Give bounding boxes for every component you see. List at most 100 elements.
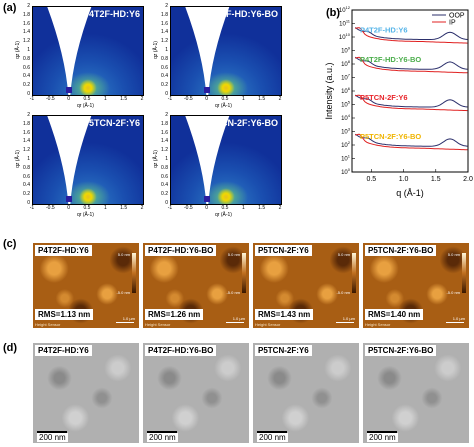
scale-bar: [226, 322, 244, 323]
y-tick-label: 1010: [339, 32, 351, 41]
oop-curve: [354, 27, 468, 40]
scale-bar-label: 200 nm: [367, 433, 398, 442]
x-axis-label: qr (Å-1): [215, 103, 232, 109]
y-tick-label: 1.8: [161, 11, 168, 18]
x-axis-label: qr (Å-1): [77, 103, 94, 109]
y-tick-label: 0.8: [161, 164, 168, 171]
afm-footer: Height Sensor: [145, 322, 171, 327]
scale-bar-label: 1.0 µm: [452, 316, 465, 321]
tem-title: P4T2F-HD:Y6: [35, 345, 92, 356]
panel-b-label: (b): [326, 7, 341, 19]
y-tick-label: 0.4: [161, 182, 168, 189]
x-tick-label: 2: [140, 205, 144, 211]
y-tick-label: 0.8: [161, 55, 168, 62]
ip-curve: [355, 94, 468, 112]
y-tick-label: 0.4: [23, 73, 30, 80]
y-tick-label: 1.4: [161, 138, 168, 145]
giwaxs-title: P5TCN-2F:Y6-BO: [204, 118, 278, 128]
y-tick-label: 0: [27, 200, 30, 206]
rms-label: RMS=1.40 nm: [365, 309, 424, 320]
tem-image: P4T2F-HD:Y6 200 nm: [33, 343, 139, 443]
giwaxs-image: P4T2F-HD:Y6-BO: [170, 6, 282, 96]
rms-label: RMS=1.13 nm: [35, 309, 94, 320]
y-tick-label: 101: [341, 154, 351, 163]
x-tick-label: 2: [278, 96, 282, 102]
y-tick-label: 1.6: [23, 129, 30, 136]
y-tick-label: 102: [341, 140, 351, 149]
x-tick-label: 1: [241, 96, 245, 102]
y-tick-label: 1.4: [23, 29, 30, 36]
x-tick-label: -1: [29, 96, 35, 102]
y-tick-label: 106: [341, 86, 351, 95]
tem-title: P5TCN-2F:Y6-BO: [365, 345, 437, 356]
x-tick-label: 2.0: [463, 176, 473, 183]
y-tick-label: 1.2: [161, 147, 168, 154]
x-tick-label: 1: [241, 205, 245, 211]
rms-label: RMS=1.26 nm: [145, 309, 204, 320]
y-tick-label: 0.8: [23, 164, 30, 171]
scale-bar: [446, 322, 464, 323]
sample-label: P5TCN-2F:Y6: [360, 93, 408, 102]
giwaxs-title: P4T2F-HD:Y6: [82, 9, 140, 19]
y-tick-label: 1: [27, 156, 30, 162]
x-tick-label: 1.5: [120, 96, 128, 102]
y-tick-label: 1: [165, 156, 168, 162]
tem-image: P5TCN-2F:Y6 200 nm: [253, 343, 359, 443]
x-tick-label: -0.5: [46, 205, 55, 211]
y-tick-label: 1.8: [23, 120, 30, 127]
beamstop: [204, 196, 211, 202]
x-tick-label: 0: [67, 96, 71, 102]
afm-title: P5TCN-2F:Y6-BO: [365, 245, 437, 256]
y-tick-label: 2: [165, 112, 168, 118]
x-tick-label: -0.5: [46, 96, 55, 102]
panel-d-label: (d): [3, 342, 18, 354]
y-tick-label: 0.2: [161, 82, 168, 89]
y-tick-label: 1.2: [23, 38, 30, 45]
color-scale-bar: [352, 253, 356, 293]
sample-label: P5TCN-2F:Y6-BO: [360, 132, 421, 141]
missing-wedge: [47, 7, 92, 95]
oop-curve: [354, 133, 468, 147]
color-scale-bar: [132, 253, 136, 293]
giwaxs-title: P4T2F-HD:Y6-BO: [204, 9, 278, 19]
x-tick-label: 1: [103, 96, 107, 102]
sample-label: P4T2F-HD:Y6-BO: [360, 55, 421, 64]
oop-curve: [354, 56, 468, 70]
y-axis-label: qz (Å-1): [14, 41, 21, 59]
afm-title: P4T2F-HD:Y6-BO: [145, 245, 217, 256]
scale-bar: [367, 431, 397, 433]
y-tick-label: 1.6: [161, 129, 168, 136]
oop-curve: [354, 94, 468, 108]
tem-title: P5TCN-2F:Y6: [255, 345, 312, 356]
y-tick-label: 0: [165, 91, 168, 97]
tem-title: P4T2F-HD:Y6-BO: [145, 345, 217, 356]
y-tick-label: 1.8: [161, 120, 168, 127]
y-tick-label: 1.4: [161, 29, 168, 36]
y-tick-label: 108: [341, 59, 351, 68]
ip-curve: [355, 27, 468, 44]
giwaxs-image: P4T2F-HD:Y6: [32, 6, 144, 96]
y-tick-label: 1: [27, 47, 30, 53]
x-tick-label: 1.5: [258, 205, 266, 211]
x-tick-label: -1: [29, 205, 35, 211]
color-scale-min: -5.0 nm: [336, 290, 350, 295]
afm-footer: Height Sensor: [35, 322, 61, 327]
x-tick-label: 0.5: [366, 176, 376, 183]
y-tick-label: 2: [165, 3, 168, 9]
beamstop: [204, 87, 211, 93]
intensity-chart: 100 101 102 103 104 105 106 107 108 109 1010 1011 10…: [324, 5, 473, 198]
y-axis-label: qz (Å-1): [14, 150, 21, 168]
color-scale-max: 5.0 nm: [337, 252, 350, 257]
scale-bar: [37, 431, 67, 433]
y-tick-label: 1.8: [23, 11, 30, 18]
tem-image: P4T2F-HD:Y6-BO 200 nm: [143, 343, 249, 443]
tem-image: P5TCN-2F:Y6-BO 200 nm: [363, 343, 469, 443]
x-tick-label: 1.5: [120, 205, 128, 211]
y-tick-label: 0.8: [23, 55, 30, 62]
legend-label: OOP: [449, 13, 465, 20]
afm-image: P4T2F-HD:Y6-BO RMS=1.26 nm Height Sensor 5.…: [143, 243, 249, 328]
y-tick-label: 0.6: [23, 64, 30, 71]
y-tick-label: 1011: [339, 19, 351, 28]
y-tick-label: 1012: [339, 5, 351, 14]
y-tick-label: 0: [165, 200, 168, 206]
